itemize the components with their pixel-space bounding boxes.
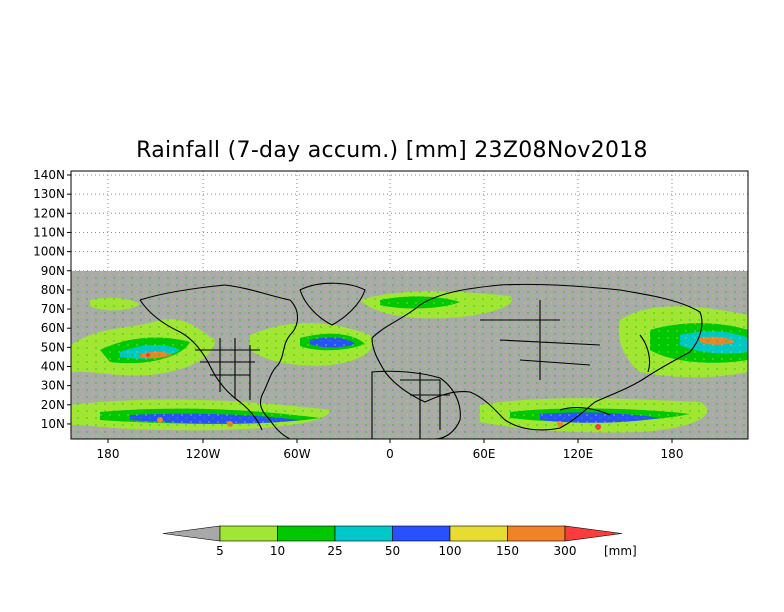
colorbar-high-extension [564,525,623,542]
graticule [71,171,748,272]
plot-frame [70,170,749,440]
colorbar: 5 10 25 50 100 150 300 [162,525,623,558]
lat-tick-label: 20N [41,398,65,412]
lon-tick-label: 180 [97,447,120,461]
lat-tick-label: 90N [41,264,65,278]
lon-tick-label: 120E [563,447,594,461]
lon-tick-label: 0 [386,447,394,461]
colorbar-level-label: 50 [385,544,400,558]
colorbar-level-label: 300 [554,544,577,558]
lat-tick-label: 30N [41,379,65,393]
lat-tick-label: 60N [41,321,65,335]
lon-tick-label: 60W [283,447,310,461]
colorbar-level-label: 100 [439,544,462,558]
colorbar-level-label: 10 [270,544,285,558]
lon-tick-label: 120W [186,447,221,461]
precip-field [71,271,748,439]
lat-tick-label: 140N [33,168,65,182]
map-title: Rainfall (7-day accum.) [mm] 23Z08Nov201… [136,138,648,163]
colorbar-swatch [219,525,278,542]
lon-tick-label: 60E [473,447,496,461]
lat-tick-label: 50N [41,340,65,354]
lat-tick-label: 80N [41,283,65,297]
lat-tick-label: 40N [41,360,65,374]
lat-tick-label: 110N [33,225,65,239]
lat-tick-label: 130N [33,187,65,201]
colorbar-unit: [mm] [604,544,637,558]
lon-tick-label: 180 [661,447,684,461]
lat-tick-label: 120N [33,206,65,220]
precip-speckle [71,271,748,439]
lat-tick-label: 10N [41,417,65,431]
coastlines [139,282,703,439]
longitude-axis: 180 120W 60W 0 60E 120E 180 [97,439,684,461]
colorbar-level-label: 150 [496,544,519,558]
colorbar-low-extension [162,525,221,542]
colorbar-swatch [392,525,451,542]
lat-tick-label: 100N [33,245,65,259]
lat-tick-label: 70N [41,302,65,316]
colorbar-level-label: 5 [216,544,224,558]
empty-plot-region [71,171,748,271]
colorbar-swatch [449,525,508,542]
colorbar-swatch [507,525,566,542]
colorbar-level-label: 25 [327,544,342,558]
latitude-axis: 140N 130N 120N 110N 100N 90N 80N 70N 60N 50N 40N 30… [33,168,71,431]
colorbar-swatch [277,525,336,542]
colorbar-swatch [334,525,393,542]
